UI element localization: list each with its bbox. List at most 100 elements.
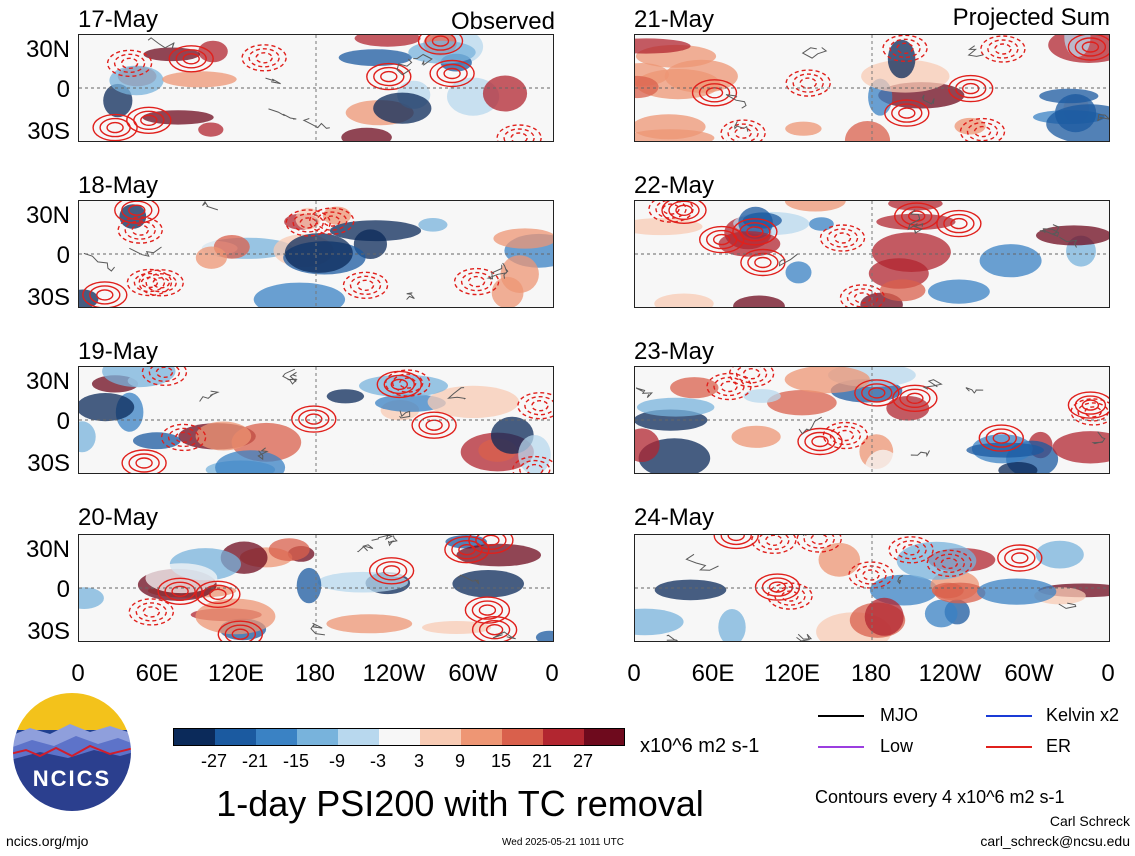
anomaly-blob — [79, 393, 135, 422]
er-contour — [985, 428, 1017, 448]
anomaly-blob — [102, 367, 176, 388]
er-contour — [1004, 548, 1036, 568]
er-contour — [99, 117, 131, 138]
legend-swatch-mjo — [818, 715, 864, 717]
anomaly-blob — [928, 279, 990, 304]
lon-label-120e: 120E — [207, 660, 265, 687]
er-contour — [894, 202, 940, 230]
anomaly-blob — [966, 442, 1044, 458]
coastline — [778, 209, 1078, 267]
projected-sum-label: Projected Sum — [952, 4, 1110, 31]
anomaly-blob — [743, 389, 781, 403]
anomaly-blob — [296, 567, 322, 604]
er-contour — [496, 124, 542, 141]
er-contour — [485, 623, 504, 636]
er-contour — [901, 206, 933, 226]
er-contour — [661, 201, 707, 224]
er-contour — [899, 388, 931, 408]
er-contour — [727, 123, 759, 141]
anomaly-blob — [979, 244, 1042, 278]
er-contour — [322, 215, 341, 227]
er-contour — [785, 69, 831, 97]
er-contour — [451, 539, 483, 560]
er-contour — [882, 35, 928, 62]
er-contour — [955, 78, 987, 99]
lon-label-0: 0 — [1101, 660, 1115, 687]
map-panel-projected-2 — [634, 200, 1110, 308]
anomaly-blob — [924, 599, 958, 628]
anomaly-blob — [809, 217, 834, 231]
colorbar-swatch-2 — [215, 729, 256, 745]
er-contour — [1081, 399, 1100, 411]
er-contour — [471, 600, 504, 620]
er-contour — [712, 233, 731, 246]
er-contour — [992, 432, 1010, 444]
colorbar-tick: 3 — [413, 751, 424, 771]
anomaly-blob — [931, 582, 964, 599]
anomaly-blob — [338, 49, 412, 66]
anomaly-blob — [416, 201, 456, 216]
map-shading — [635, 35, 1109, 141]
map-shading — [79, 535, 553, 641]
anomaly-blob — [637, 397, 715, 417]
coastline — [199, 368, 467, 461]
anomaly-blob — [635, 608, 684, 636]
er-contour — [848, 561, 894, 589]
lon-label-120e: 120E — [763, 660, 821, 687]
anomaly-blob — [452, 570, 524, 598]
anomaly-blob — [654, 293, 714, 307]
anomaly-blob — [1036, 225, 1109, 246]
er-contour — [308, 207, 355, 235]
er-contour — [1081, 41, 1100, 53]
er-contour — [128, 453, 160, 473]
anomaly-blob — [408, 40, 476, 64]
er-contour — [868, 387, 886, 399]
er-contour — [255, 52, 273, 64]
er-contour — [375, 561, 408, 581]
er-contour — [943, 213, 975, 234]
anomaly-blob — [354, 35, 421, 47]
er-contour — [373, 66, 405, 87]
colorbar-tick: -21 — [241, 751, 268, 771]
er-contour — [862, 569, 880, 581]
anomaly-blob — [1046, 104, 1109, 141]
lon-label-180: 180 — [294, 660, 336, 687]
colorbar-tick: 21 — [531, 751, 553, 771]
lon-label-60e: 60E — [135, 660, 179, 687]
lon-label-180: 180 — [850, 660, 892, 687]
colorbar-swatch-4 — [297, 729, 338, 745]
legend-label-mjo: MJO — [880, 705, 918, 725]
er-contour — [241, 44, 287, 72]
map-shading — [79, 35, 553, 141]
er-contour — [994, 43, 1012, 55]
er-contour — [896, 42, 914, 55]
er-contour — [720, 380, 738, 393]
anomaly-blob — [1039, 88, 1099, 104]
lat-label-0: 0 — [56, 408, 70, 435]
er-contour — [117, 216, 163, 244]
anomaly-blob — [785, 261, 812, 284]
anomaly-blob — [977, 578, 1057, 605]
er-contour — [106, 121, 124, 134]
er-contour — [768, 581, 787, 593]
lon-label-120w: 120W — [362, 660, 426, 687]
map-panel-projected-4 — [634, 534, 1110, 642]
er-contour — [720, 119, 766, 141]
lat-label-0: 0 — [56, 76, 70, 103]
er-contour — [713, 535, 759, 550]
anomaly-blob — [767, 390, 837, 416]
colorbar-swatch-10 — [543, 729, 584, 745]
main-title: 1-day PSI200 with TC removal — [216, 783, 704, 824]
lat-label-30n: 30N — [25, 202, 70, 229]
er-contour — [164, 581, 196, 601]
er-contour — [305, 413, 323, 425]
er-contour — [368, 557, 415, 585]
er-contour — [987, 39, 1019, 59]
map-panel-observed-1 — [78, 34, 554, 142]
er-contour — [936, 209, 982, 238]
er-contour — [175, 49, 207, 69]
footer-author: Carl Schreck — [1049, 813, 1130, 829]
er-contour — [742, 367, 761, 380]
colorbar-swatch-11 — [584, 729, 624, 745]
er-contour — [217, 620, 263, 641]
